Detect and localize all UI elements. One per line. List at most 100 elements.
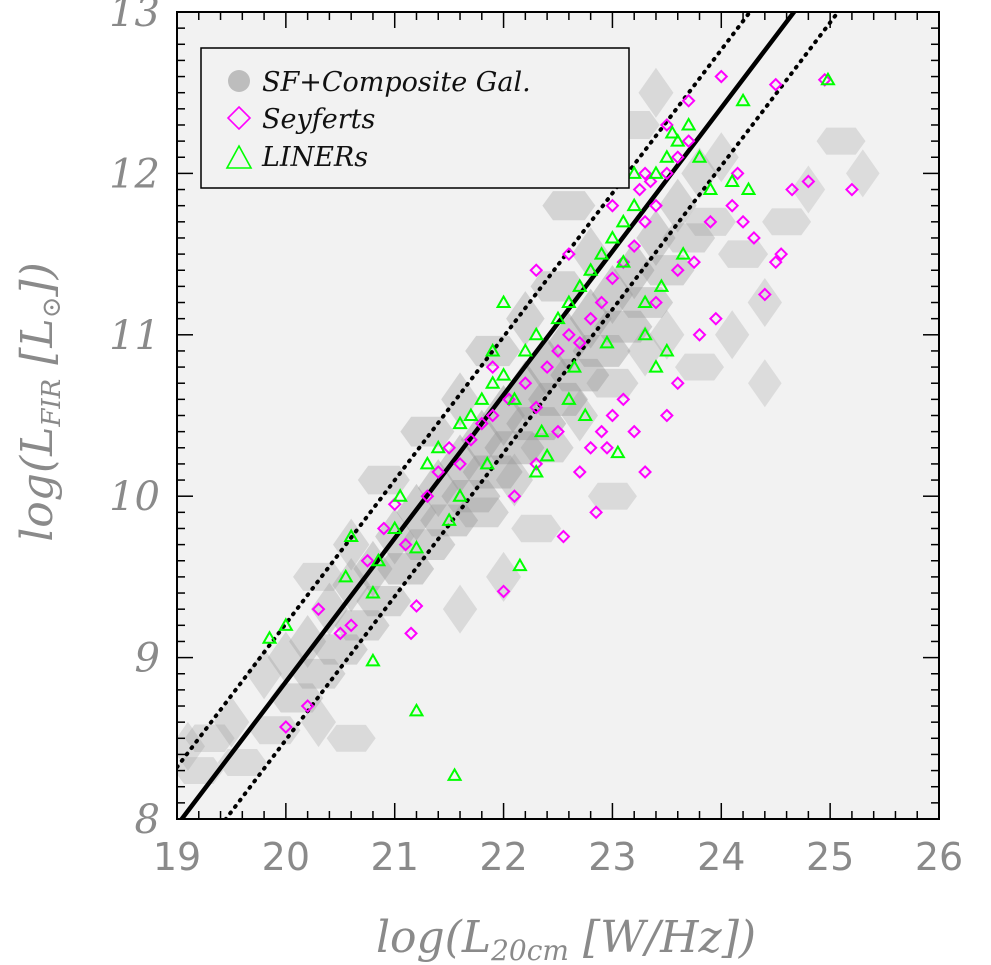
seyfert-point	[398, 537, 413, 552]
seyfert-point	[420, 489, 435, 504]
y-axis-title-pre: log(L	[12, 427, 63, 542]
density-blob	[591, 264, 634, 324]
y-tick-label: 10	[109, 474, 160, 520]
density-blob	[530, 271, 586, 302]
density-blob	[442, 584, 478, 634]
seyfert-point	[409, 599, 424, 613]
density-blob	[310, 582, 348, 636]
liner-point	[561, 294, 577, 309]
liner-point	[539, 447, 555, 462]
seyfert-point	[643, 174, 658, 189]
seyfert-point	[507, 489, 522, 504]
density-blob	[715, 310, 750, 360]
liner-point	[561, 391, 577, 405]
liner-point	[392, 488, 408, 502]
liner-point	[648, 359, 664, 373]
density-blob	[511, 514, 562, 543]
density-blob	[638, 67, 674, 118]
liner-point	[680, 116, 697, 131]
y-axis-title-subsym: ⊙	[37, 297, 67, 319]
density-blob	[400, 416, 455, 447]
liner-point	[626, 197, 642, 212]
legend-label-sf-composite: SF+Composite Gal.	[262, 67, 531, 98]
density-blob	[587, 482, 637, 510]
density-blob	[762, 208, 812, 236]
seyfert-point	[605, 198, 620, 213]
x-tick-label: 24	[697, 835, 745, 879]
y-tick-label: 12	[109, 151, 160, 197]
legend: SF+Composite Gal. Seyferts LINERs	[200, 47, 630, 189]
seyfert-point	[387, 497, 402, 512]
density-blob	[748, 359, 782, 408]
seyfert-point	[485, 360, 500, 374]
liner-point	[653, 278, 670, 292]
x-tick-label: 21	[371, 835, 419, 879]
legend-label-seyferts: Seyferts	[262, 104, 375, 135]
liner-point	[419, 455, 436, 470]
density-blob	[312, 634, 368, 665]
liner-point	[528, 326, 544, 341]
density-blob	[439, 434, 481, 494]
seyfert-point	[496, 584, 511, 599]
seyfert-point	[485, 408, 500, 423]
liners-points	[261, 71, 836, 781]
liner-point	[408, 702, 425, 717]
seyfert-point	[681, 134, 696, 149]
density-blob	[503, 360, 547, 422]
density-blob	[356, 585, 412, 617]
density-blob	[639, 255, 695, 286]
density-blob	[636, 209, 676, 266]
y-axis-title-mid: [L	[12, 318, 63, 378]
seyfert-point	[670, 150, 685, 165]
liner-point	[664, 125, 681, 139]
seyfert-point	[632, 182, 647, 197]
density-blob	[417, 459, 459, 518]
y-tick-label: 9	[135, 636, 160, 682]
density-blob	[495, 453, 534, 507]
seyfert-point	[638, 166, 653, 181]
x-axis-title: log(L20cm [W/Hz])	[376, 912, 756, 965]
liner-point	[675, 246, 691, 260]
seyfert-point	[844, 182, 859, 197]
seyfert-point	[589, 505, 604, 520]
liner-point	[533, 423, 550, 438]
density-blob	[270, 683, 324, 713]
y-tick-label: 13	[109, 0, 160, 36]
liner-point	[386, 520, 403, 534]
seyfert-point	[649, 295, 663, 310]
liner-point	[365, 652, 381, 667]
seyfert-point	[638, 214, 653, 229]
seyfert-point	[529, 457, 544, 471]
seyfert-point	[518, 376, 533, 391]
liner-point	[615, 254, 632, 268]
liner-point	[479, 455, 495, 470]
seyfert-point	[616, 392, 631, 407]
liner-point	[610, 444, 626, 459]
liner-point	[577, 407, 593, 421]
seyfert-point	[453, 457, 467, 471]
seyfert-point	[540, 360, 555, 374]
seyfert-point	[474, 416, 489, 431]
y-tick-label: 11	[109, 313, 160, 359]
density-blob	[542, 191, 596, 221]
seyfert-point	[594, 295, 609, 310]
density-blob	[675, 353, 725, 381]
liner-point	[506, 391, 523, 405]
density-blob	[246, 648, 282, 700]
y-axis-title-post: ])	[12, 262, 63, 297]
seyfert-point	[463, 432, 478, 447]
density-blob	[334, 610, 390, 641]
density-blob	[332, 518, 370, 571]
y-axis-title-sub: FIR	[37, 379, 67, 428]
liner-point	[740, 181, 757, 196]
scatter-line-0	[177, 12, 753, 770]
seyfert-point	[747, 231, 761, 245]
seyfert-point	[442, 440, 457, 455]
seyfert-point	[670, 376, 685, 391]
liner-point	[495, 367, 512, 381]
liner-point	[261, 630, 278, 644]
seyfert-point	[431, 465, 446, 479]
density-blob	[586, 368, 639, 398]
plot-frame	[176, 11, 940, 820]
